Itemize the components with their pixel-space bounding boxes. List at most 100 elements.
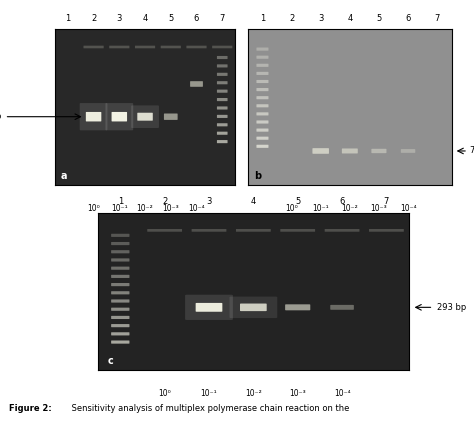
FancyBboxPatch shape bbox=[240, 304, 267, 311]
Text: 10⁻³: 10⁻³ bbox=[371, 204, 387, 213]
FancyBboxPatch shape bbox=[131, 105, 159, 128]
FancyBboxPatch shape bbox=[217, 123, 228, 126]
FancyBboxPatch shape bbox=[111, 250, 129, 253]
FancyBboxPatch shape bbox=[217, 56, 228, 59]
FancyBboxPatch shape bbox=[190, 81, 203, 87]
Text: c: c bbox=[108, 356, 113, 366]
Text: 5: 5 bbox=[168, 14, 173, 23]
Text: 10⁻¹: 10⁻¹ bbox=[111, 204, 128, 213]
Text: 2: 2 bbox=[91, 14, 96, 23]
FancyBboxPatch shape bbox=[191, 229, 227, 232]
Text: 4: 4 bbox=[347, 14, 353, 23]
FancyBboxPatch shape bbox=[164, 114, 178, 120]
Text: 10⁻²: 10⁻² bbox=[137, 204, 154, 213]
FancyBboxPatch shape bbox=[256, 88, 268, 91]
FancyBboxPatch shape bbox=[256, 80, 268, 83]
FancyBboxPatch shape bbox=[256, 128, 268, 132]
FancyBboxPatch shape bbox=[111, 112, 127, 121]
FancyBboxPatch shape bbox=[256, 104, 268, 107]
Text: 7: 7 bbox=[219, 14, 225, 23]
FancyBboxPatch shape bbox=[80, 103, 108, 131]
FancyBboxPatch shape bbox=[185, 295, 233, 320]
FancyBboxPatch shape bbox=[111, 308, 129, 311]
Text: 74 bp: 74 bp bbox=[470, 147, 474, 155]
Text: 5: 5 bbox=[376, 14, 382, 23]
Text: 10⁻¹: 10⁻¹ bbox=[312, 204, 329, 213]
FancyBboxPatch shape bbox=[369, 229, 404, 232]
Text: 10⁻³: 10⁻³ bbox=[163, 204, 179, 213]
FancyBboxPatch shape bbox=[330, 305, 354, 310]
FancyBboxPatch shape bbox=[137, 113, 153, 121]
Text: 6: 6 bbox=[405, 14, 411, 23]
FancyBboxPatch shape bbox=[111, 266, 129, 270]
Text: Sensitivity analysis of multiplex polymerase chain reaction on the: Sensitivity analysis of multiplex polyme… bbox=[69, 404, 349, 413]
FancyBboxPatch shape bbox=[217, 140, 228, 143]
Text: 2: 2 bbox=[289, 14, 294, 23]
FancyBboxPatch shape bbox=[161, 45, 181, 48]
Text: 3: 3 bbox=[117, 14, 122, 23]
Text: 10⁻⁴: 10⁻⁴ bbox=[188, 204, 205, 213]
Text: 10⁻⁴: 10⁻⁴ bbox=[400, 204, 416, 213]
FancyBboxPatch shape bbox=[111, 242, 129, 245]
Text: 7: 7 bbox=[435, 14, 440, 23]
FancyBboxPatch shape bbox=[109, 45, 129, 48]
FancyBboxPatch shape bbox=[217, 73, 228, 76]
FancyBboxPatch shape bbox=[217, 98, 228, 101]
Text: 10⁻³: 10⁻³ bbox=[289, 389, 306, 398]
Text: 5: 5 bbox=[295, 197, 301, 206]
FancyBboxPatch shape bbox=[256, 137, 268, 140]
FancyBboxPatch shape bbox=[256, 56, 268, 59]
FancyBboxPatch shape bbox=[236, 229, 271, 232]
FancyBboxPatch shape bbox=[147, 229, 182, 232]
FancyBboxPatch shape bbox=[111, 283, 129, 286]
FancyBboxPatch shape bbox=[256, 112, 268, 115]
FancyBboxPatch shape bbox=[256, 72, 268, 75]
Text: 1: 1 bbox=[260, 14, 265, 23]
FancyBboxPatch shape bbox=[285, 304, 310, 310]
Text: 10⁻²: 10⁻² bbox=[245, 389, 262, 398]
FancyBboxPatch shape bbox=[196, 303, 222, 312]
FancyBboxPatch shape bbox=[111, 234, 129, 237]
FancyBboxPatch shape bbox=[325, 229, 359, 232]
Text: 4: 4 bbox=[251, 197, 256, 206]
FancyBboxPatch shape bbox=[111, 275, 129, 278]
FancyBboxPatch shape bbox=[256, 48, 268, 51]
Text: 3: 3 bbox=[318, 14, 323, 23]
Text: 6: 6 bbox=[339, 197, 345, 206]
FancyBboxPatch shape bbox=[111, 291, 129, 294]
Text: 7: 7 bbox=[384, 197, 389, 206]
FancyBboxPatch shape bbox=[111, 299, 129, 303]
FancyBboxPatch shape bbox=[342, 149, 358, 154]
FancyBboxPatch shape bbox=[217, 132, 228, 135]
FancyBboxPatch shape bbox=[135, 45, 155, 48]
Text: 3: 3 bbox=[206, 197, 212, 206]
Text: a: a bbox=[60, 171, 67, 181]
FancyBboxPatch shape bbox=[229, 296, 277, 318]
FancyBboxPatch shape bbox=[111, 316, 129, 319]
FancyBboxPatch shape bbox=[111, 332, 129, 336]
Text: 293 bp: 293 bp bbox=[437, 303, 466, 312]
FancyBboxPatch shape bbox=[256, 145, 268, 148]
FancyBboxPatch shape bbox=[105, 103, 133, 131]
FancyBboxPatch shape bbox=[372, 149, 386, 153]
FancyBboxPatch shape bbox=[280, 229, 315, 232]
Text: 4: 4 bbox=[142, 14, 148, 23]
FancyBboxPatch shape bbox=[186, 45, 207, 48]
Text: b: b bbox=[254, 171, 261, 181]
Text: 10⁻¹: 10⁻¹ bbox=[201, 389, 217, 398]
FancyBboxPatch shape bbox=[217, 90, 228, 93]
Text: 10⁻²: 10⁻² bbox=[341, 204, 358, 213]
FancyBboxPatch shape bbox=[217, 64, 228, 67]
Text: 6: 6 bbox=[194, 14, 199, 23]
Text: 10⁰: 10⁰ bbox=[285, 204, 298, 213]
Text: 2: 2 bbox=[162, 197, 167, 206]
Text: 1: 1 bbox=[65, 14, 71, 23]
FancyBboxPatch shape bbox=[217, 107, 228, 109]
Text: 477 bp: 477 bp bbox=[0, 112, 1, 121]
FancyBboxPatch shape bbox=[312, 148, 329, 154]
FancyBboxPatch shape bbox=[256, 64, 268, 67]
Text: 1: 1 bbox=[118, 197, 123, 206]
FancyBboxPatch shape bbox=[256, 120, 268, 123]
FancyBboxPatch shape bbox=[256, 96, 268, 99]
FancyBboxPatch shape bbox=[401, 149, 415, 153]
